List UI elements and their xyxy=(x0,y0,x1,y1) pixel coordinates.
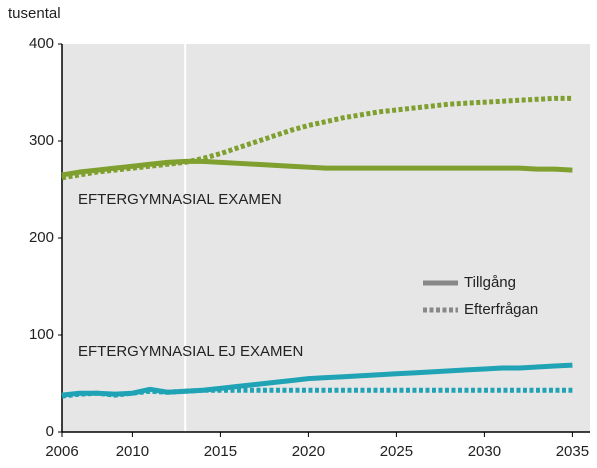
x-tick-label: 2015 xyxy=(204,443,237,460)
line-series xyxy=(61,387,573,399)
x-tick-label: 2020 xyxy=(292,443,325,460)
x-tick-label: 2025 xyxy=(380,443,413,460)
x-tick-label: 2006 xyxy=(45,443,78,460)
group-label: EFTERGYMNASIAL EJ EXAMEN xyxy=(78,343,303,360)
y-tick-label: 400 xyxy=(29,35,54,52)
x-tick-label: 2035 xyxy=(556,443,589,460)
legend-label: Tillgång xyxy=(464,274,516,291)
x-tick-label: 2010 xyxy=(116,443,149,460)
line-series xyxy=(61,95,573,181)
y-tick-label: 100 xyxy=(29,326,54,343)
y-axis-label: tusental xyxy=(8,5,61,22)
y-tick-label: 300 xyxy=(29,132,54,149)
group-label: EFTERGYMNASIAL EXAMEN xyxy=(78,191,282,208)
legend-label: Efterfrågan xyxy=(464,301,538,318)
y-tick-label: 200 xyxy=(29,229,54,246)
x-tick-label: 2030 xyxy=(468,443,501,460)
y-tick-label: 0 xyxy=(46,423,54,440)
